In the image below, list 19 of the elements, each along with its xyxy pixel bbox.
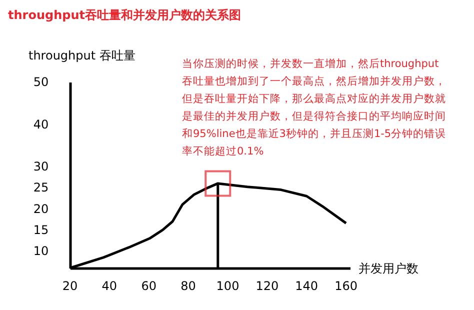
x-tick-label: 60 (141, 279, 157, 293)
y-tick-label: 30 (33, 160, 49, 174)
annotation: 当你压测的时候，并发数一直增加，然后throughput吞吐量也增加到了一个最高点，然后增加并发用户数，但是吞吐量开始下降，那么最高点对应的并发用户数就是最佳的并发用户数，但是得符合接口的平均响应时间和95%line也是靠近3秒钟的，并且压测1-5分钟的错误率不能超过0.1% (182, 57, 446, 158)
x-tick-label: 20 (62, 279, 78, 293)
x-tick-label: 160 (334, 279, 358, 293)
y-tick-label: 50 (33, 75, 49, 89)
y-tick-label: 25 (33, 180, 49, 195)
y-tick-label: 10 (33, 244, 49, 258)
y-axis-title: throughput 吞吐量 (28, 48, 136, 62)
chart-title: throughput吞吐量和并发用户数的关系图 (8, 8, 241, 22)
x-tick-label: 120 (256, 279, 279, 293)
x-tick-label: 100 (216, 279, 240, 293)
y-tick-label: 40 (33, 117, 49, 132)
y-tick-label: 20 (33, 202, 49, 216)
x-tick-label: 80 (180, 279, 196, 293)
x-tick-label: 140 (295, 279, 318, 293)
x-axis-title: 并发用户数 (358, 262, 418, 276)
y-tick-label: 15 (33, 222, 49, 237)
x-tick-label: 40 (102, 279, 118, 293)
